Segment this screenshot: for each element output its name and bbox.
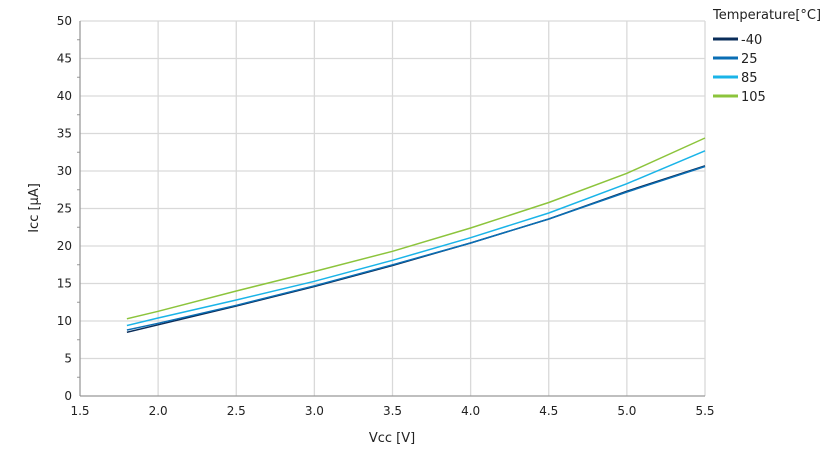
- x-tick-label: 3.5: [383, 404, 402, 418]
- y-tick-label: 45: [57, 52, 72, 66]
- y-tick-label: 15: [57, 277, 72, 291]
- series-line-25: [126, 165, 706, 331]
- grid: [79, 20, 706, 397]
- y-tick-label: 40: [57, 89, 72, 103]
- y-tick-label: 20: [57, 239, 72, 253]
- x-tick-label: 4.5: [539, 404, 558, 418]
- y-tick-label: 10: [57, 314, 72, 328]
- y-tick-label: 30: [57, 164, 72, 178]
- axes: 1.5 2.0 2.5 3.0 3.5 4.0 4.5 5.0 5.5 0 5 10 15 20 25 30 3…: [57, 14, 715, 418]
- x-tick-label: 3.0: [305, 404, 324, 418]
- series-line-85: [126, 150, 706, 327]
- y-tick-label: 5: [64, 352, 72, 366]
- series-line--40: [126, 165, 706, 334]
- y-axis-label: Icc [µA]: [27, 183, 42, 233]
- y-tick-label: 25: [57, 202, 72, 216]
- legend-label-85: 85: [741, 71, 758, 86]
- x-tick-label: 5.0: [617, 404, 636, 418]
- legend-label--40: -40: [741, 33, 762, 48]
- x-axis-label: Vcc [V]: [369, 431, 415, 446]
- series-lines: [126, 137, 706, 334]
- x-tick-label: 2.5: [227, 404, 246, 418]
- x-tick-label: 4.0: [461, 404, 480, 418]
- x-tick-label: 1.5: [70, 404, 89, 418]
- y-tick-label: 35: [57, 127, 72, 141]
- legend: -40 25 85 105: [713, 33, 766, 105]
- legend-label-25: 25: [741, 52, 758, 67]
- legend-title: Temperature[°C]: [712, 8, 821, 23]
- y-tick-label: 50: [57, 14, 72, 28]
- x-tick-label: 5.5: [695, 404, 714, 418]
- x-tick-label: 2.0: [149, 404, 168, 418]
- y-tick-label: 0: [64, 389, 72, 403]
- legend-label-105: 105: [741, 90, 766, 105]
- series-line-105: [126, 137, 706, 320]
